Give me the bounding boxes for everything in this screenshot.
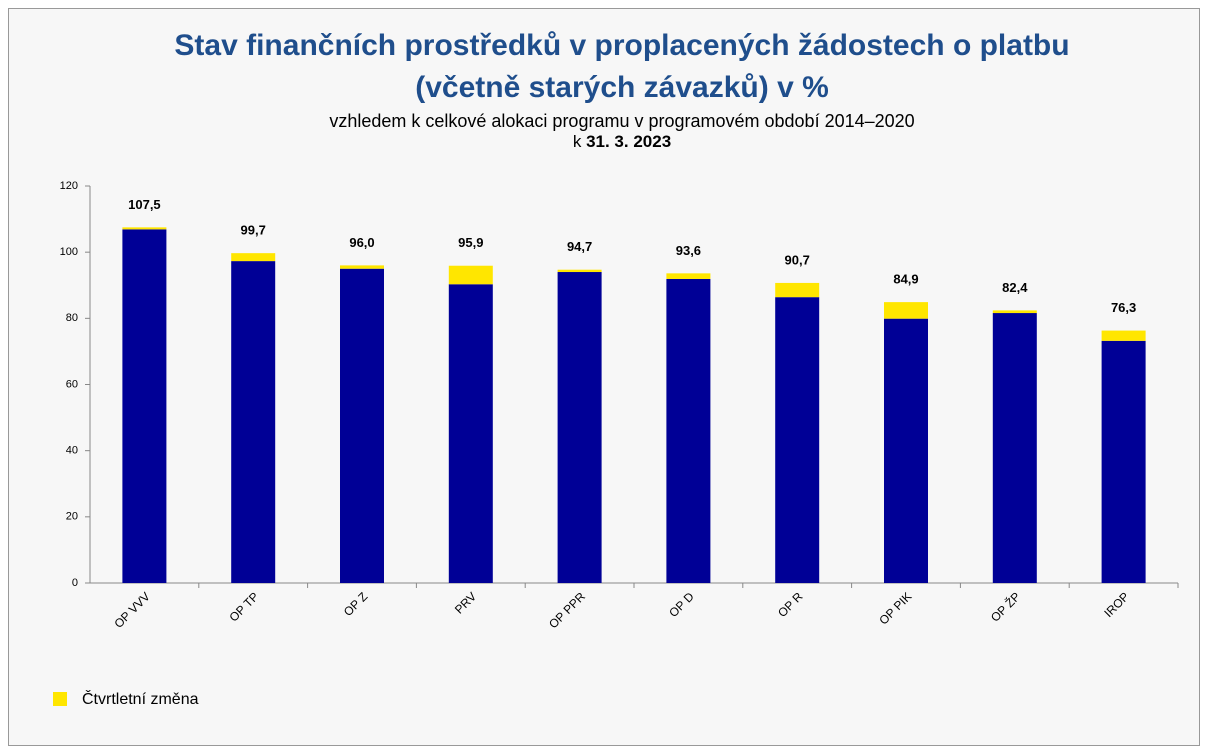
- legend-swatch: [53, 692, 67, 706]
- bar-segment: [557, 269, 602, 273]
- bar-segment: [231, 253, 276, 262]
- y-tick-label: 20: [66, 511, 78, 523]
- bar-segment: [448, 284, 493, 583]
- bar-segment: [340, 265, 384, 269]
- date-value: 31. 3. 2023: [586, 132, 671, 151]
- total-label: 82,4: [1002, 280, 1028, 295]
- chart-date: k 31. 3. 2023: [573, 132, 671, 151]
- y-tick-label: 80: [66, 312, 78, 324]
- bar-segment: [775, 282, 820, 298]
- bar-segment: [666, 278, 711, 583]
- bar-segment: [122, 227, 167, 230]
- bar-segment: [231, 261, 276, 583]
- legend-label: Čtvrtletní změna: [82, 689, 199, 708]
- total-label: 84,9: [893, 272, 918, 287]
- total-label: 93,6: [676, 243, 701, 258]
- y-tick-label: 0: [72, 577, 78, 589]
- bar-segment: [448, 265, 493, 285]
- date-prefix: k: [573, 132, 582, 151]
- y-tick-label: 40: [66, 445, 78, 457]
- y-tick-label: 120: [60, 180, 78, 192]
- bar-segment: [775, 297, 820, 583]
- y-tick-label: 60: [66, 378, 78, 390]
- bar-segment: [557, 272, 602, 583]
- total-label: 96,0: [349, 235, 374, 250]
- bar-segment: [666, 273, 711, 279]
- total-label: 90,7: [785, 252, 810, 267]
- total-label: 95,9: [458, 235, 483, 250]
- bar-segment: [1101, 340, 1146, 583]
- y-tick-label: 100: [60, 246, 78, 258]
- chart-title: Stav finančních prostředků v proplacenýc…: [174, 29, 1069, 62]
- bar-segment: [884, 302, 928, 319]
- total-label: 94,7: [567, 239, 592, 254]
- total-label: 99,7: [241, 223, 266, 238]
- total-label: 107,5: [128, 197, 161, 212]
- bar-segment: [1101, 330, 1146, 341]
- bar-segment: [992, 313, 1037, 583]
- chart-title-line2: (včetně starých závazků) v %: [415, 71, 829, 104]
- total-label: 76,3: [1111, 300, 1136, 315]
- bar-segment: [340, 268, 384, 583]
- chart-subtitle: vzhledem k celkové alokaci programu v pr…: [329, 111, 914, 131]
- bar-segment: [884, 318, 928, 583]
- bar-segment: [122, 229, 167, 583]
- bar-segment: [992, 310, 1037, 314]
